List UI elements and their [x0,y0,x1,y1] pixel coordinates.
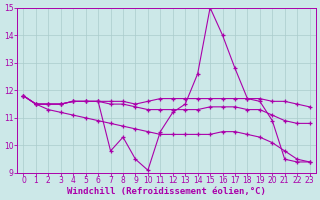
X-axis label: Windchill (Refroidissement éolien,°C): Windchill (Refroidissement éolien,°C) [67,187,266,196]
